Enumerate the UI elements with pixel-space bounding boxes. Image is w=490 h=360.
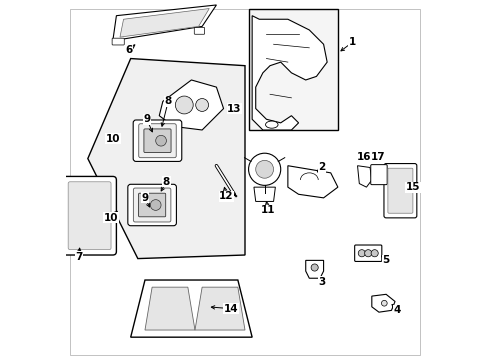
Text: 14: 14: [223, 303, 238, 314]
Text: 16: 16: [356, 152, 371, 162]
Circle shape: [150, 200, 161, 210]
FancyBboxPatch shape: [388, 168, 413, 213]
Text: 9: 9: [142, 193, 148, 203]
Text: 7: 7: [75, 252, 83, 262]
Text: 12: 12: [219, 191, 234, 201]
Circle shape: [311, 264, 318, 271]
Text: 8: 8: [165, 96, 172, 107]
FancyBboxPatch shape: [194, 27, 205, 34]
FancyBboxPatch shape: [133, 188, 171, 222]
Text: 6: 6: [125, 45, 132, 55]
Text: 17: 17: [371, 152, 386, 162]
Polygon shape: [88, 59, 245, 258]
Text: 1: 1: [348, 37, 356, 48]
FancyBboxPatch shape: [68, 182, 111, 249]
Polygon shape: [145, 287, 195, 330]
Text: 15: 15: [406, 182, 420, 192]
Polygon shape: [288, 166, 338, 198]
Polygon shape: [159, 80, 223, 130]
Circle shape: [358, 249, 366, 257]
FancyBboxPatch shape: [371, 165, 387, 185]
Text: 4: 4: [393, 305, 400, 315]
Circle shape: [381, 300, 387, 306]
Polygon shape: [306, 260, 323, 278]
Polygon shape: [131, 280, 252, 337]
Text: 13: 13: [227, 104, 242, 113]
Text: 10: 10: [104, 212, 118, 222]
Polygon shape: [358, 166, 372, 187]
FancyBboxPatch shape: [355, 245, 382, 261]
Circle shape: [156, 135, 167, 146]
FancyBboxPatch shape: [63, 176, 117, 255]
Text: 11: 11: [261, 205, 275, 215]
FancyBboxPatch shape: [139, 193, 166, 217]
FancyBboxPatch shape: [112, 38, 124, 45]
Text: 10: 10: [105, 134, 120, 144]
Text: 2: 2: [318, 162, 325, 172]
FancyBboxPatch shape: [128, 184, 176, 226]
FancyBboxPatch shape: [133, 120, 182, 161]
Text: 5: 5: [383, 255, 390, 265]
Polygon shape: [195, 287, 245, 330]
Text: 9: 9: [143, 114, 150, 124]
FancyBboxPatch shape: [144, 129, 171, 153]
Circle shape: [365, 249, 372, 257]
Polygon shape: [372, 294, 395, 312]
Circle shape: [256, 160, 273, 178]
Circle shape: [248, 153, 281, 185]
FancyBboxPatch shape: [384, 163, 417, 218]
Polygon shape: [120, 9, 209, 37]
Circle shape: [371, 249, 378, 257]
Circle shape: [196, 99, 209, 111]
Text: 3: 3: [318, 277, 325, 287]
Polygon shape: [254, 187, 275, 202]
Ellipse shape: [266, 121, 278, 128]
FancyBboxPatch shape: [139, 124, 176, 158]
Polygon shape: [113, 5, 217, 41]
Bar: [248, 9, 338, 130]
Polygon shape: [252, 16, 327, 130]
Circle shape: [175, 96, 193, 114]
Text: 8: 8: [163, 177, 170, 187]
